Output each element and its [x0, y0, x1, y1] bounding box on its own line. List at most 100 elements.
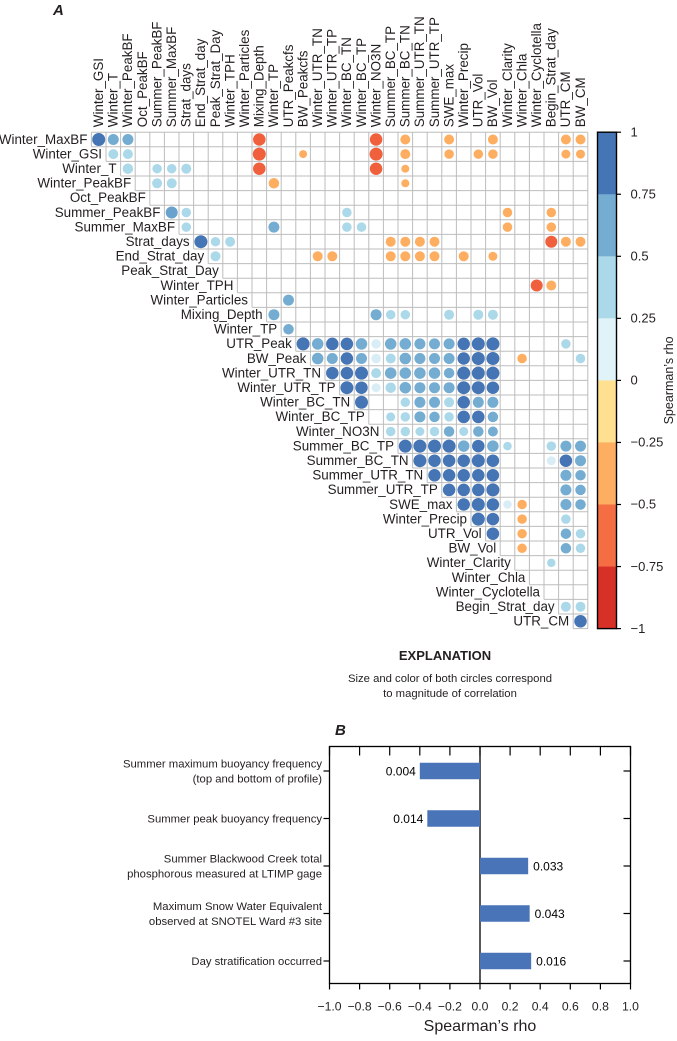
svg-text:Summer_BC_TP: Summer_BC_TP — [293, 438, 394, 453]
svg-text:Summer_BC_TN: Summer_BC_TN — [307, 453, 409, 468]
svg-text:Summer Blackwood Creek total: Summer Blackwood Creek total — [164, 854, 322, 866]
svg-text:0.4: 0.4 — [532, 1000, 549, 1014]
svg-text:End_Strat_day: End_Strat_day — [116, 249, 205, 264]
svg-text:Strat_days: Strat_days — [126, 234, 190, 249]
svg-text:B: B — [335, 722, 346, 739]
svg-text:−0.8: −0.8 — [348, 1000, 372, 1014]
svg-text:UTR_Vol: UTR_Vol — [428, 526, 482, 541]
svg-text:Summer peak buoyancy frequency: Summer peak buoyancy frequency — [147, 814, 322, 826]
svg-text:observed at SNOTEL Ward #3 sit: observed at SNOTEL Ward #3 site — [149, 916, 322, 928]
svg-text:Winter_Precip: Winter_Precip — [456, 43, 471, 127]
svg-text:End_Strat_day: End_Strat_day — [193, 38, 208, 127]
svg-text:0: 0 — [631, 373, 638, 388]
svg-text:Winter_BC_TN: Winter_BC_TN — [260, 395, 350, 410]
svg-text:Winter_Cyclotella: Winter_Cyclotella — [436, 584, 541, 599]
svg-text:BW_CM: BW_CM — [573, 77, 588, 127]
svg-text:0.014: 0.014 — [393, 812, 423, 826]
svg-text:Winter_Particles: Winter_Particles — [151, 292, 249, 307]
svg-text:UTR_CM: UTR_CM — [513, 614, 569, 629]
svg-text:A: A — [52, 2, 64, 19]
svg-text:Summer_BC_TN: Summer_BC_TN — [398, 25, 413, 127]
svg-text:Summer maximum buoyancy freque: Summer maximum buoyancy frequency — [123, 759, 322, 771]
svg-text:SWE_max: SWE_max — [389, 497, 453, 512]
svg-text:Oct_PeakBF: Oct_PeakBF — [70, 190, 146, 205]
svg-text:Winter_TPH: Winter_TPH — [160, 278, 233, 293]
svg-text:0.75: 0.75 — [631, 186, 656, 201]
svg-text:Summer_MaxBF: Summer_MaxBF — [164, 27, 179, 127]
svg-text:Winter_UTR_TN: Winter_UTR_TN — [222, 365, 321, 380]
svg-text:Summer_BC_TP: Summer_BC_TP — [383, 26, 398, 127]
svg-text:UTR_Peak: UTR_Peak — [226, 336, 292, 351]
svg-text:phosphorous measured at LTIMP: phosphorous measured at LTIMP gage — [127, 869, 322, 881]
svg-text:Summer_PeakBF: Summer_PeakBF — [149, 22, 164, 128]
svg-text:0.25: 0.25 — [631, 311, 656, 326]
svg-text:Summer_UTR_TN: Summer_UTR_TN — [312, 468, 423, 483]
svg-text:Peak_Strat_Day: Peak_Strat_Day — [121, 263, 219, 278]
svg-text:0.016: 0.016 — [536, 954, 566, 968]
svg-text:Winter_NO3N: Winter_NO3N — [296, 424, 379, 439]
svg-text:UTR_CM: UTR_CM — [558, 71, 573, 127]
svg-text:−0.2: −0.2 — [438, 1000, 462, 1014]
svg-text:SWE_max: SWE_max — [441, 64, 456, 128]
svg-text:−1: −1 — [631, 621, 646, 636]
svg-text:Mixing_Depth: Mixing_Depth — [252, 45, 267, 127]
svg-text:UTR_Vol: UTR_Vol — [471, 74, 486, 128]
svg-text:−0.4: −0.4 — [408, 1000, 432, 1014]
svg-text:Winter_MaxBF: Winter_MaxBF — [0, 132, 87, 147]
svg-text:Summer_UTR_TN: Summer_UTR_TN — [412, 16, 427, 127]
svg-text:BW_Vol: BW_Vol — [485, 80, 500, 128]
svg-text:0.2: 0.2 — [502, 1000, 519, 1014]
svg-text:Winter_TPH: Winter_TPH — [222, 54, 237, 127]
svg-text:Summer_UTR_TP: Summer_UTR_TP — [427, 17, 442, 127]
svg-text:Winter_UTR_TP: Winter_UTR_TP — [237, 380, 335, 395]
svg-text:Winter_UTR_TN: Winter_UTR_TN — [310, 28, 325, 127]
svg-text:Begin_Strat_day: Begin_Strat_day — [456, 599, 555, 614]
svg-text:Winter_Chla: Winter_Chla — [452, 570, 526, 585]
svg-text:1: 1 — [631, 124, 638, 139]
svg-text:−0.75: −0.75 — [631, 559, 664, 574]
svg-text:Winter_PeakBF: Winter_PeakBF — [120, 33, 135, 127]
svg-text:−0.25: −0.25 — [631, 435, 664, 450]
svg-text:Winter_GSI: Winter_GSI — [33, 146, 102, 161]
svg-text:Spearman’s rho: Spearman’s rho — [662, 336, 676, 424]
svg-text:Winter_BC_TN: Winter_BC_TN — [339, 37, 354, 127]
svg-text:0.8: 0.8 — [592, 1000, 609, 1014]
svg-text:Strat_days: Strat_days — [179, 63, 194, 127]
svg-text:0.5: 0.5 — [631, 249, 649, 264]
svg-text:Winter_TP: Winter_TP — [266, 64, 281, 127]
svg-text:Begin_Strat_day: Begin_Strat_day — [544, 28, 559, 127]
svg-text:Winter_BC_TP: Winter_BC_TP — [354, 38, 369, 127]
svg-text:0.033: 0.033 — [533, 859, 563, 873]
svg-text:0.043: 0.043 — [535, 907, 565, 921]
svg-text:Winter_UTR_TP: Winter_UTR_TP — [325, 29, 340, 127]
svg-text:BW_Peakcfs: BW_Peakcfs — [295, 50, 310, 127]
svg-text:EXPLANATION: EXPLANATION — [399, 648, 491, 663]
svg-text:−0.5: −0.5 — [631, 497, 657, 512]
svg-text:BW_Peak: BW_Peak — [247, 351, 307, 366]
svg-text:Winter_Particles: Winter_Particles — [237, 29, 252, 127]
svg-text:Day stratification occurred: Day stratification occurred — [191, 956, 322, 968]
svg-text:0.0: 0.0 — [472, 1000, 489, 1014]
svg-text:Mixing_Depth: Mixing_Depth — [181, 307, 263, 322]
svg-text:to magnitude of correlation: to magnitude of correlation — [383, 688, 517, 700]
svg-text:Summer_UTR_TP: Summer_UTR_TP — [328, 482, 438, 497]
svg-text:Size and color of both circles: Size and color of both circles correspon… — [348, 673, 552, 685]
svg-text:Winter_BC_TP: Winter_BC_TP — [276, 409, 365, 424]
svg-text:Summer_PeakBF: Summer_PeakBF — [55, 205, 161, 220]
svg-text:Summer_MaxBF: Summer_MaxBF — [75, 219, 175, 234]
svg-text:Winter_T: Winter_T — [106, 73, 121, 127]
svg-text:Winter_TP: Winter_TP — [214, 322, 277, 337]
svg-text:Winter_NO3N: Winter_NO3N — [368, 44, 383, 127]
svg-text:Oct_PeakBF: Oct_PeakBF — [135, 51, 150, 127]
svg-text:Peak_Strat_Day: Peak_Strat_Day — [208, 29, 223, 127]
svg-text:Winter_Clarity: Winter_Clarity — [500, 43, 515, 127]
svg-text:0.6: 0.6 — [562, 1000, 579, 1014]
svg-text:Winter_Precip: Winter_Precip — [383, 511, 467, 526]
svg-text:−0.6: −0.6 — [378, 1000, 402, 1014]
svg-text:Maximum Snow Water Equivalent: Maximum Snow Water Equivalent — [153, 901, 323, 913]
svg-text:Winter_T: Winter_T — [62, 161, 116, 176]
svg-text:Spearman’s rho: Spearman’s rho — [424, 1018, 537, 1035]
svg-text:Winter_GSI: Winter_GSI — [91, 58, 106, 127]
svg-text:UTR_Peakcfs: UTR_Peakcfs — [281, 44, 296, 127]
svg-text:Winter_Cyclotella: Winter_Cyclotella — [529, 22, 544, 127]
